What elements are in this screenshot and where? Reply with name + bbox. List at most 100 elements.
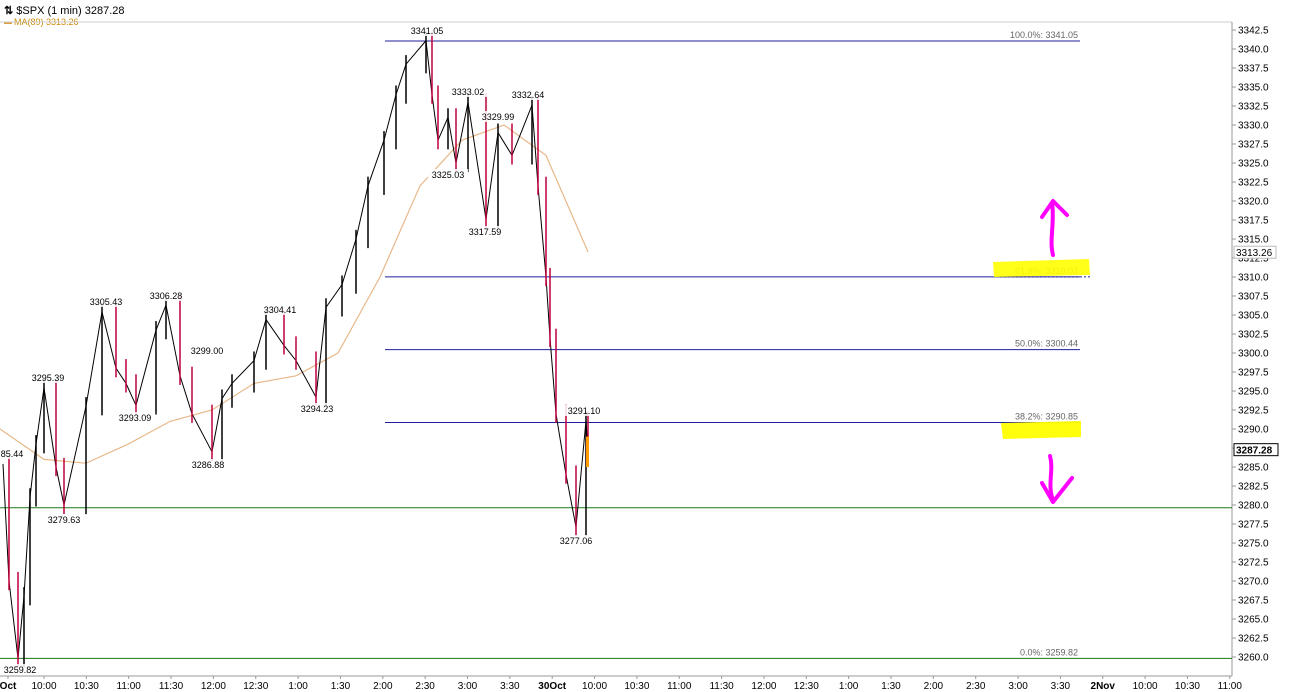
price-annotation: 3325.03 (432, 170, 465, 180)
y-tick-label: 3300.0 (1238, 349, 1269, 360)
ma-swatch (4, 21, 12, 24)
price-annotation: 3317.59 (469, 227, 502, 237)
annotation-bg (555, 535, 597, 546)
x-tick-label: 10:00 (1133, 681, 1158, 692)
annotation-bg (187, 459, 229, 470)
y-tick-label: 3332.5 (1238, 102, 1269, 113)
annotation-bg (186, 345, 228, 356)
x-axis-ticks: Oct 10:00 10:30 11:00 11:30 12:00 12:30 1:00 1:3… (0, 676, 1242, 692)
price-annotation: 3329.99 (482, 112, 515, 122)
y-tick-label: 3270.0 (1238, 577, 1269, 588)
price-annotation: 3291.10 (568, 406, 601, 416)
fib-retracement: 100.0%: 3341.0561.8%: 3310.0250.0%: 3300… (385, 30, 1090, 657)
x-tick-label: 11:30 (709, 681, 734, 692)
ma-89-line (0, 124, 589, 464)
annotation-bg (477, 111, 519, 122)
price-annotation: 3299.00 (191, 346, 224, 356)
y-tick-label: 3292.5 (1238, 406, 1269, 417)
x-tick-label: 3:30 (500, 681, 520, 692)
x-tick-label: 11:30 (159, 681, 184, 692)
y-tick-label: 3277.5 (1238, 520, 1269, 531)
x-tick-label: 12:30 (243, 681, 268, 692)
y-tick-label: 3322.5 (1238, 178, 1269, 189)
x-tick-label: 3:30 (1051, 681, 1071, 692)
x-tick-label: 1:30 (331, 681, 351, 692)
x-tick-label: 10:30 (74, 681, 99, 692)
x-tick-label: 2Nov (1091, 681, 1116, 692)
ma-price-label: 3313.26 (1236, 248, 1273, 259)
highlight-618 (993, 259, 1090, 277)
y-tick-label: 3325.0 (1238, 159, 1269, 170)
annotation-bg (296, 403, 338, 414)
price-annotation: 3304.41 (264, 305, 297, 315)
fib-level-label: 50.0%: 3300.44 (1015, 339, 1078, 349)
y-tick-label: 3265.0 (1238, 615, 1269, 626)
x-tick-label: 12:00 (751, 681, 776, 692)
last-price-box (1233, 443, 1279, 457)
x-tick-label: 10:00 (31, 681, 56, 692)
annotation-bg (43, 514, 85, 525)
annotation-bg (0, 664, 41, 675)
y-tick-label: 3302.5 (1238, 330, 1269, 341)
annotation-bg (0, 448, 27, 459)
price-annotation: 3279.63 (48, 515, 81, 525)
price-series (2, 31, 589, 668)
y-tick-label: 3337.5 (1238, 64, 1269, 75)
x-tick-label: 10:30 (624, 681, 649, 692)
x-tick-label: 11:00 (117, 681, 142, 692)
price-annotations: 3341.05 3333.02 3332.64 3329.99 3325.03 3317.… (0, 25, 605, 675)
x-tick-label: 10:30 (1175, 681, 1200, 692)
y-tick-label: 3342.5 (1238, 26, 1269, 37)
chart-header: ⇅ $SPX (1 min) 3287.28 (4, 4, 125, 17)
fib-level-label: 38.2%: 3290.85 (1015, 412, 1078, 422)
y-tick-label: 3262.5 (1238, 634, 1269, 645)
y-tick-label: 3317.5 (1238, 216, 1269, 227)
up-arrow-icon (1049, 201, 1055, 257)
price-annotation: 3294.23 (301, 404, 334, 414)
y-axis-ticks: 3342.5 3340.0 3337.5 3335.0 3332.5 3330.0 3327… (1232, 26, 1269, 664)
down-arrow-head (1040, 476, 1074, 504)
y-tick-label: 3330.0 (1238, 121, 1269, 132)
x-tick-label: 11:00 (667, 681, 692, 692)
x-tick-label: 3:00 (1008, 681, 1028, 692)
bar-chart-icon: ⇅ (4, 5, 14, 17)
annotation-bg (563, 405, 605, 416)
annotation-bg (464, 226, 506, 237)
price-annotation: 3286.88 (192, 460, 225, 470)
price-annotation: 3295.39 (32, 373, 65, 383)
x-tick-label: 10:00 (582, 681, 607, 692)
x-tick-label: 12:00 (201, 681, 226, 692)
y-tick-label: 3297.5 (1238, 368, 1269, 379)
y-tick-label: 3310.0 (1238, 273, 1269, 284)
annotation-bg (427, 169, 469, 180)
annotation-bg (85, 296, 127, 307)
y-tick-label: 3282.5 (1238, 482, 1269, 493)
annotation-bg (114, 412, 156, 423)
y-tick-label: 3290.0 (1238, 425, 1269, 436)
y-tick-label: 3285.0 (1238, 463, 1269, 474)
price-annotation: 3259.82 (4, 665, 37, 675)
y-tick-label: 3260.0 (1238, 653, 1269, 664)
price-annotation: 3341.05 (411, 26, 444, 36)
y-tick-label: 3312.5 (1238, 254, 1269, 265)
annotation-bg (447, 86, 489, 97)
y-tick-label: 3275.0 (1238, 539, 1269, 550)
y-tick-label: 3335.0 (1238, 83, 1269, 94)
price-annotation: 3293.09 (119, 413, 152, 423)
annotation-bg (507, 89, 549, 100)
highlight-382 (1001, 421, 1081, 439)
x-tick-label: 30Oct (538, 681, 566, 692)
x-tick-label: 2:00 (373, 681, 393, 692)
price-annotation: 3306.28 (150, 291, 183, 301)
y-tick-label: 3315.0 (1238, 235, 1269, 246)
x-tick-label: 2:00 (924, 681, 944, 692)
y-tick-label: 3320.0 (1238, 197, 1269, 208)
price-annotation: 85.44 (1, 449, 24, 459)
y-tick-label: 3307.5 (1238, 292, 1269, 303)
y-tick-label: 3267.5 (1238, 596, 1269, 607)
annotation-bg (259, 304, 301, 315)
current-bar (586, 436, 589, 467)
fib-level-label: 100.0%: 3341.05 (1010, 30, 1078, 40)
x-tick-label: 2:30 (966, 681, 986, 692)
